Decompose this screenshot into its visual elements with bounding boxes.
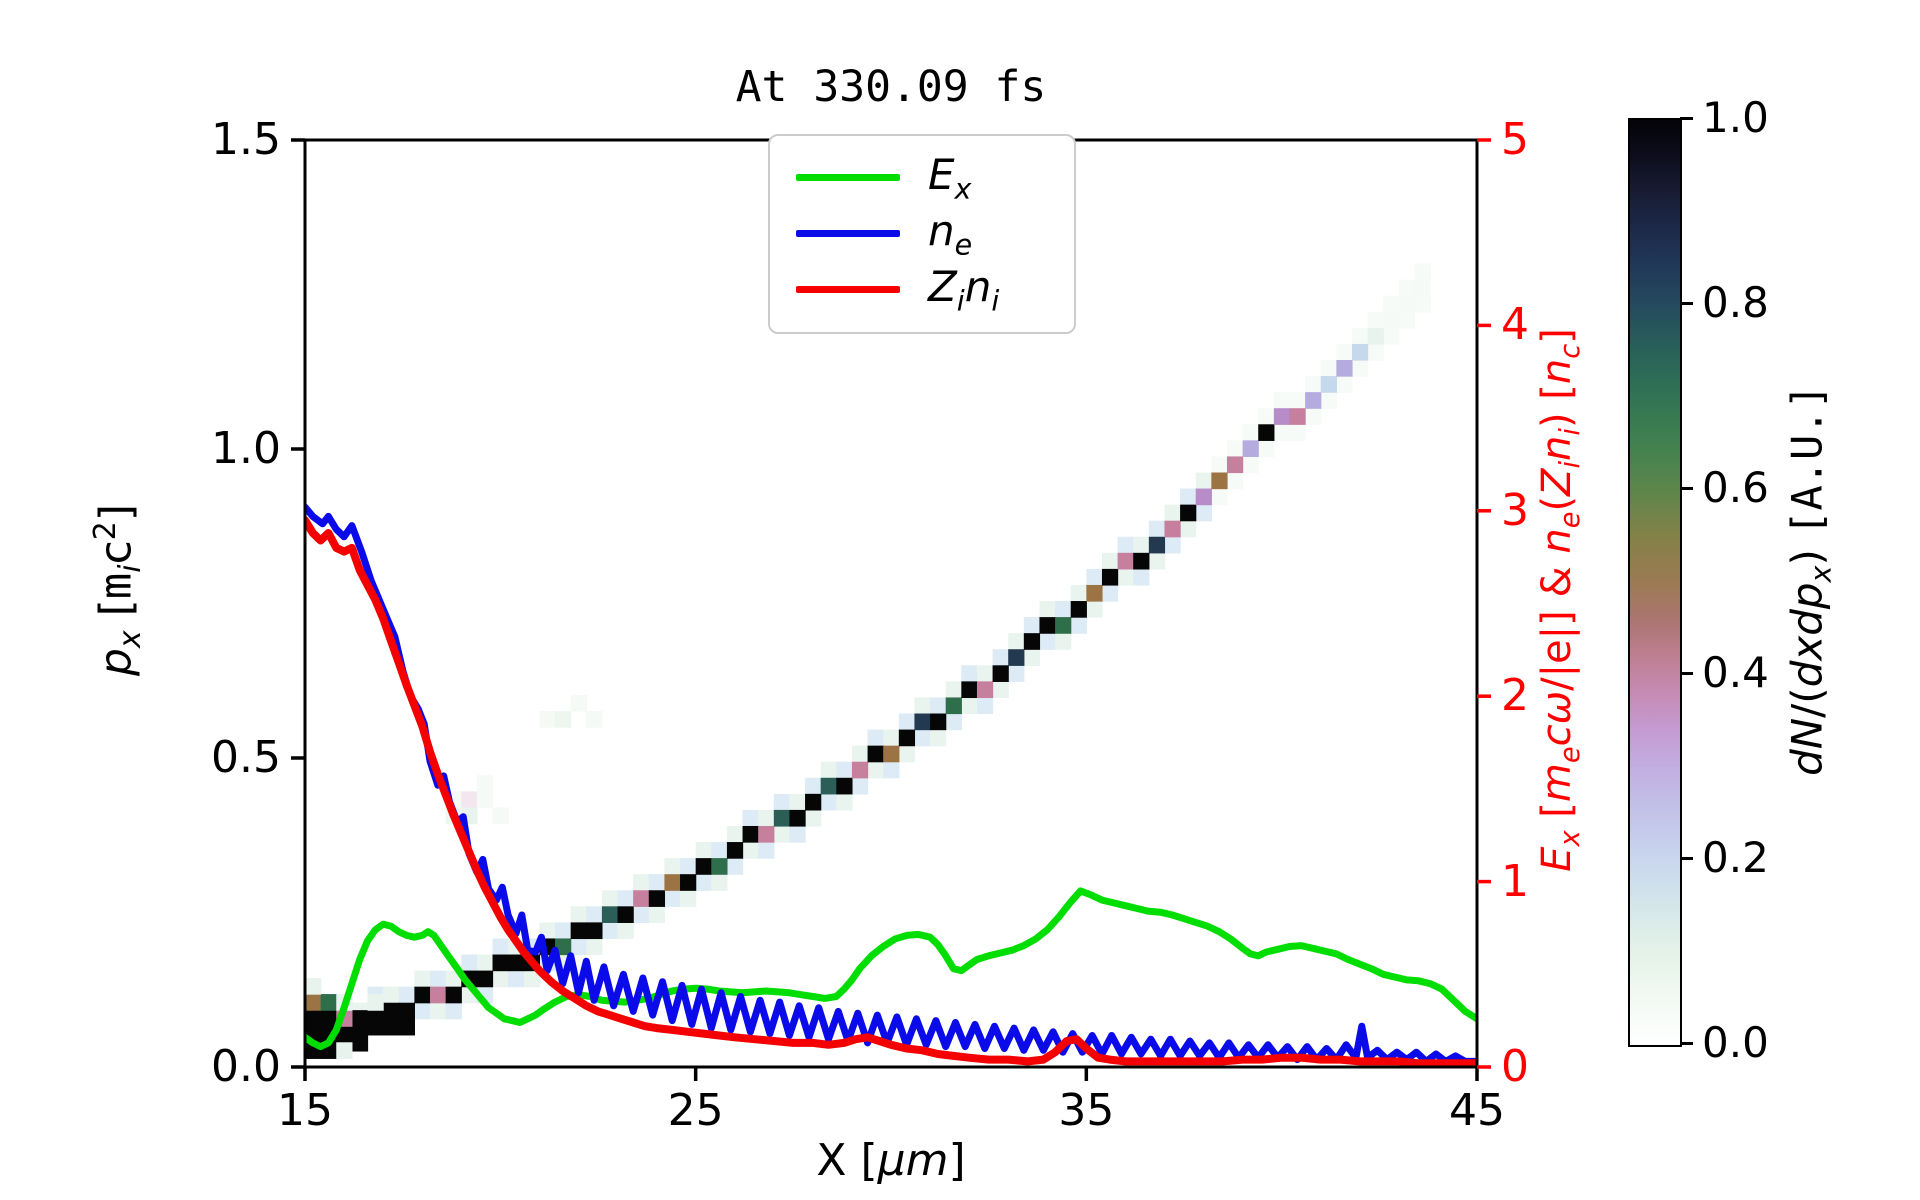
colorbar-tick-label-0.2: 0.2 xyxy=(1702,833,1769,882)
colorbar-label: dN/(dxdpx) [A.U.] xyxy=(1782,384,1838,776)
plot-content xyxy=(305,263,1477,1067)
colorbar-tickmark xyxy=(1680,856,1693,860)
curve-ex xyxy=(305,887,1477,1051)
colorbar xyxy=(1628,118,1682,1047)
curve-zini xyxy=(305,516,1477,1067)
x-tick-label-25: 25 xyxy=(667,1085,724,1136)
legend-label-ne: ne xyxy=(928,206,973,262)
colorbar-tick-label-0.0: 0.0 xyxy=(1702,1018,1769,1067)
legend-item-ex: Ex xyxy=(796,150,1048,206)
legend-line-ne xyxy=(796,230,900,238)
x-tick-label-15: 15 xyxy=(277,1085,333,1136)
y-right-tick-label-0: 0 xyxy=(1501,1041,1529,1092)
colorbar-tickmark xyxy=(1680,671,1693,675)
colorbar-tick-label-0.8: 0.8 xyxy=(1702,278,1769,327)
heatmap-core-cells xyxy=(305,279,1431,1059)
colorbar-tick-label-1.0: 1.0 xyxy=(1702,93,1769,142)
x-tick-label-35: 35 xyxy=(1058,1085,1115,1136)
x-tick-label-45: 45 xyxy=(1449,1085,1505,1136)
y-right-tick-label-1: 1 xyxy=(1501,855,1529,907)
y-left-tick-label-1.5: 1.5 xyxy=(211,114,281,165)
y-left-tick-label-0.5: 0.5 xyxy=(211,732,281,783)
y-axis-label-right: Ex [mecω/|e|] & ne(Zini) [nc] xyxy=(1534,328,1586,872)
colorbar-tick-label-0.4: 0.4 xyxy=(1702,648,1769,697)
x-axis-label: X [μm] xyxy=(816,1135,966,1186)
colorbar-tickmark xyxy=(1680,116,1693,120)
y-right-tick-label-4: 4 xyxy=(1501,299,1529,351)
colorbar-tickmark xyxy=(1680,486,1693,490)
y-right-tick-label-5: 5 xyxy=(1501,114,1529,165)
colorbar-tick-label-0.6: 0.6 xyxy=(1702,463,1769,512)
legend-line-zini xyxy=(796,286,900,294)
heatmap-halo-cells xyxy=(305,263,1431,1052)
plot-title: At 330.09 fs xyxy=(735,62,1047,112)
y-right-tick-label-2: 2 xyxy=(1501,670,1529,722)
legend-label-zini: Zini xyxy=(928,262,1000,318)
y-right-tick-label-3: 3 xyxy=(1501,484,1529,536)
legend-item-ne: ne xyxy=(796,206,1048,262)
y-left-tick-label-1.0: 1.0 xyxy=(211,423,281,474)
legend-label-ex: Ex xyxy=(928,150,972,206)
legend: Ex ne Zini xyxy=(768,134,1076,334)
y-axis-label-left: px [mic2] xyxy=(87,503,149,677)
y-left-tick-label-0.0: 0.0 xyxy=(211,1041,281,1092)
colorbar-tickmark xyxy=(1680,301,1693,305)
legend-line-ex xyxy=(796,174,900,182)
colorbar-tickmark xyxy=(1680,1041,1693,1045)
legend-item-zini: Zini xyxy=(796,262,1048,318)
